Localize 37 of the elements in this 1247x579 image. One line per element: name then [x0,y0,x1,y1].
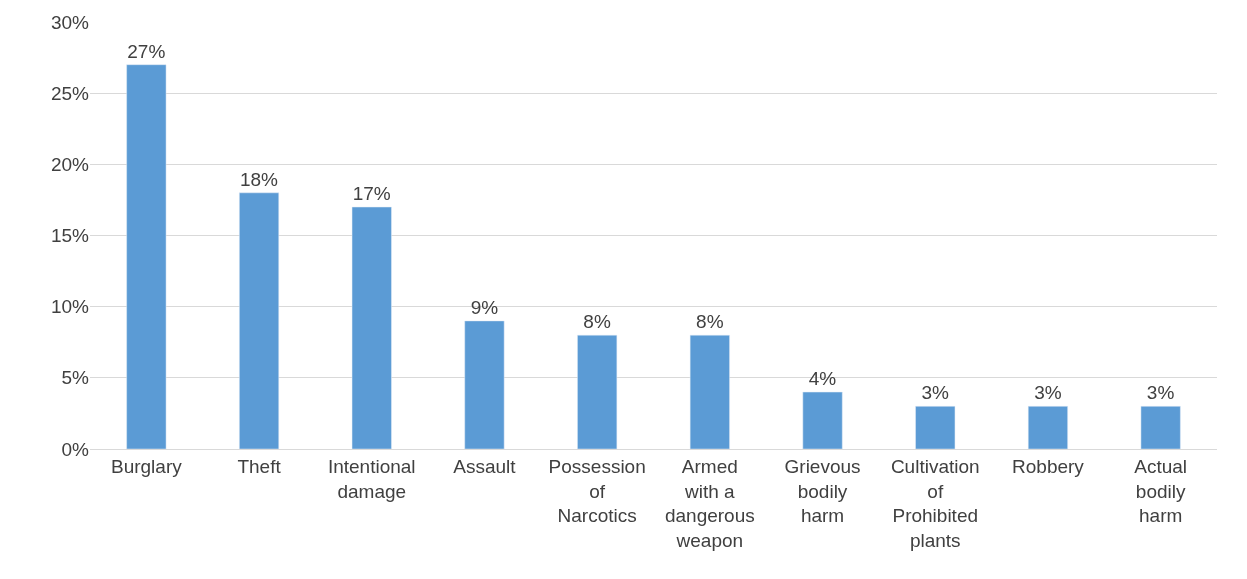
data-label: 18% [239,168,279,190]
x-tick-label: Cultivation of Prohibited plants [890,455,980,551]
x-tick-label: Armed with a dangerous weapon [664,455,755,551]
data-label: 4% [808,368,837,390]
x-tick-label: Robbery [1012,455,1085,477]
x-tick-label: Intentional damage [327,455,416,502]
x-tick-label: Theft [237,455,282,477]
x-tick-label: Assault [453,455,517,477]
bar [1140,406,1181,449]
y-tick-label: 0% [61,438,90,460]
data-label: 27% [127,40,166,62]
bar [915,406,956,449]
data-label: 3% [1146,382,1175,404]
data-label: 3% [1034,382,1062,404]
y-tick-label: 15% [50,225,90,247]
data-label: 8% [696,311,724,333]
data-label: 8% [583,311,611,333]
y-tick-label: 10% [50,296,90,318]
x-tick-label: Actual bodily harm [1134,455,1188,527]
data-label: 17% [352,183,391,205]
y-tick-label: 25% [50,82,90,104]
bar [464,320,505,449]
bar [239,192,280,449]
x-tick-label: Grievous bodily harm [784,455,861,527]
y-tick-label: 20% [50,153,90,175]
bar [802,391,843,449]
bar [1027,406,1068,449]
bar [351,206,392,449]
bar [689,334,730,449]
data-label: 9% [470,296,499,318]
data-label: 3% [921,382,950,404]
x-tick-label: Possession of Narcotics [548,455,646,527]
bar [577,334,618,449]
bar [126,64,167,449]
x-tick-label: Burglary [110,455,183,477]
y-tick-label: 30% [50,11,90,33]
y-tick-label: 5% [61,367,90,389]
